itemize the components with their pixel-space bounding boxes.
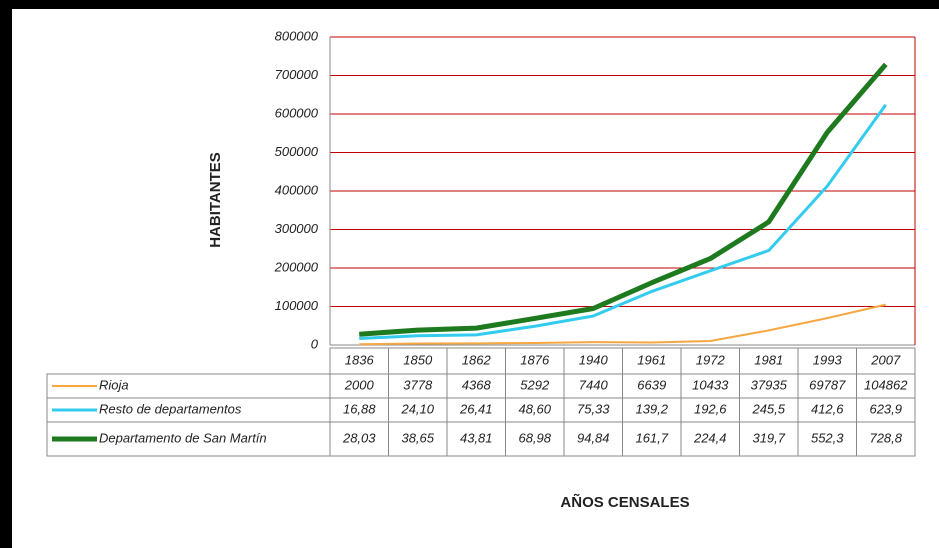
table-value: 24,10: [400, 401, 434, 416]
table-value: 10433: [692, 377, 729, 392]
series-line: [359, 62, 888, 337]
top-border: [0, 0, 939, 9]
series-line: [359, 303, 886, 346]
x-tick-label: 1876: [520, 352, 550, 367]
table-value: 94,84: [577, 430, 610, 445]
table-value: 192,6: [694, 401, 727, 416]
table-value: 38,65: [401, 430, 434, 445]
x-tick-label: 1862: [462, 352, 492, 367]
x-tick-label: 1850: [403, 352, 433, 367]
table-value: 43,81: [460, 430, 493, 445]
y-tick-label: 100000: [275, 298, 319, 313]
table-value: 623,9: [869, 401, 902, 416]
x-tick-label: 1981: [754, 352, 783, 367]
x-tick-label: 1940: [579, 352, 609, 367]
table-value: 104862: [864, 377, 908, 392]
y-tick-label: 400000: [275, 182, 319, 197]
x-tick-label: 2007: [870, 352, 901, 367]
table-value: 26,41: [459, 401, 493, 416]
table-value: 69787: [809, 377, 846, 392]
table-value: 75,33: [577, 401, 610, 416]
y-tick-label: 800000: [275, 28, 319, 43]
table-value: 7440: [579, 377, 609, 392]
table-value: 412,6: [811, 401, 844, 416]
y-tick-label: 200000: [274, 259, 319, 274]
y-tick-label: 300000: [275, 221, 319, 236]
table-value: 6639: [637, 377, 666, 392]
table-value: 245,5: [751, 401, 785, 416]
y-tick-label: 500000: [275, 144, 319, 159]
series-line: [359, 103, 887, 340]
left-border: [0, 0, 12, 548]
legend-label: Rioja: [99, 377, 129, 392]
table-value: 728,8: [869, 430, 902, 445]
table-value: 28,03: [342, 430, 376, 445]
table-value: 5292: [520, 377, 550, 392]
table-value: 161,7: [635, 430, 668, 445]
x-tick-label: 1961: [637, 352, 666, 367]
x-tick-label: 1993: [813, 352, 843, 367]
table-value: 68,98: [518, 430, 551, 445]
y-tick-label: 600000: [275, 105, 319, 120]
x-axis-title: AÑOS CENSALES: [560, 493, 689, 511]
y-tick-label: 0: [311, 336, 319, 351]
y-tick-label: 700000: [275, 67, 319, 82]
x-tick-label: 1972: [696, 352, 726, 367]
table-value: 3778: [403, 377, 433, 392]
table-value: 319,7: [752, 430, 785, 445]
table-value: 224,4: [693, 430, 727, 445]
legend-label: Resto de departamentos: [99, 401, 242, 416]
y-axis-title: HABITANTES: [207, 152, 224, 248]
table-value: 16,88: [343, 401, 376, 416]
table-value: 139,2: [635, 401, 668, 416]
table-value: 4368: [462, 377, 492, 392]
table-value: 48,60: [518, 401, 551, 416]
legend-label: Departamento de San Martín: [99, 430, 267, 445]
table-value: 2000: [344, 377, 375, 392]
x-tick-label: 1836: [345, 352, 375, 367]
table-value: 552,3: [811, 430, 844, 445]
table-value: 37935: [751, 377, 788, 392]
